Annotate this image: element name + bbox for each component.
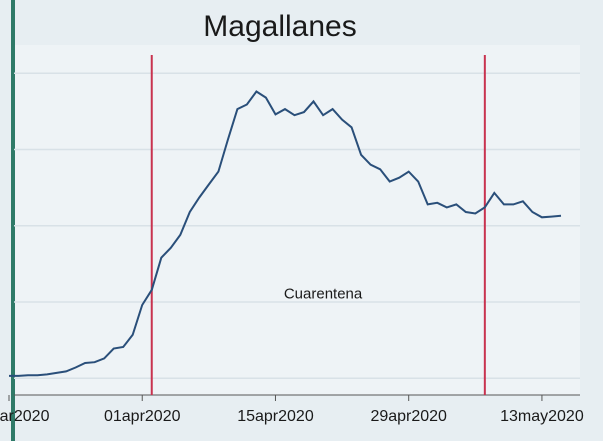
chart-title: Magallanes <box>203 10 356 43</box>
data-line <box>9 90 562 377</box>
x-tick-label: 29apr2020 <box>370 408 447 425</box>
x-tick-label: 13may2020 <box>500 408 584 425</box>
plot-area <box>14 45 580 395</box>
x-tick-label: 01apr2020 <box>104 408 181 425</box>
x-tick-label: 15apr2020 <box>237 408 314 425</box>
x-tick-label: 18mar2020 <box>0 408 50 425</box>
annotation: Cuarentena <box>284 285 363 302</box>
left-border <box>11 0 15 441</box>
